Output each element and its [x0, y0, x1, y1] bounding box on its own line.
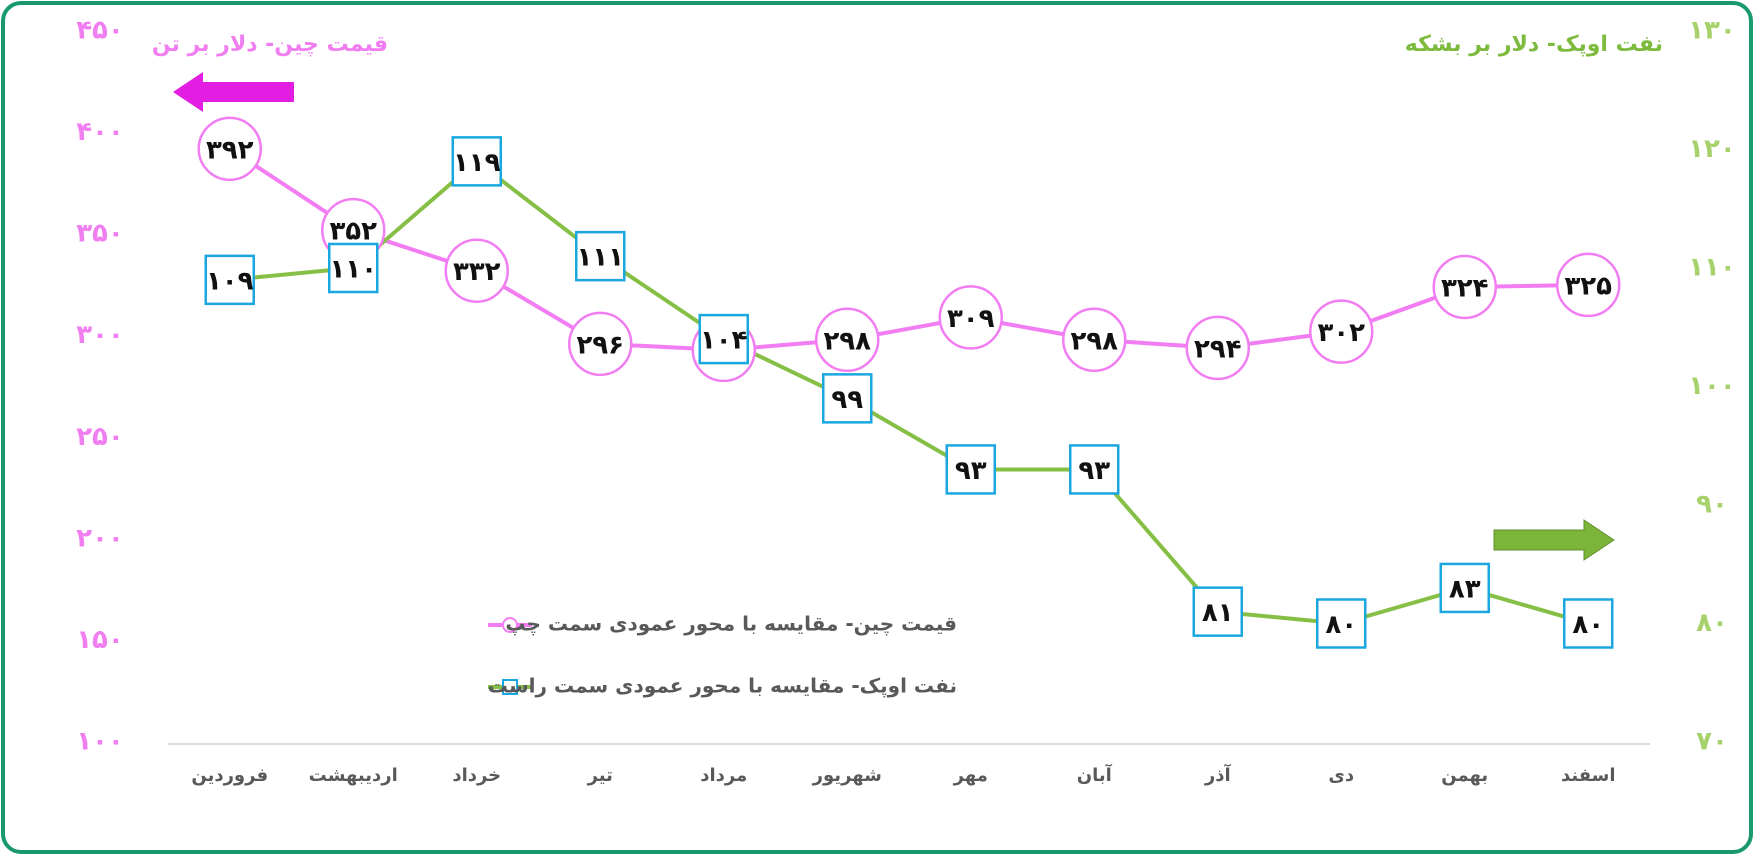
x-tick-label: اسفند — [1561, 765, 1616, 786]
data-label: ۳۲۴ — [1441, 273, 1489, 303]
y-tick-label: ۱۵۰ — [76, 625, 124, 655]
point-marker — [1556, 252, 1621, 318]
point-marker — [1316, 598, 1367, 649]
data-label: ۹۳ — [1078, 456, 1110, 486]
data-label: ۳۰۹ — [947, 304, 995, 334]
x-tick-label: شهریور — [812, 765, 882, 786]
data-label: ۹۳ — [955, 456, 987, 486]
data-label: ۳۵۲ — [329, 217, 377, 247]
data-label: ۲۹۴ — [1194, 334, 1242, 364]
data-label: ۸۳ — [1449, 574, 1481, 604]
legend-marker — [502, 679, 518, 695]
data-label: ۲۹۸ — [1070, 326, 1118, 356]
y-tick-label: ۲۰۰ — [76, 523, 124, 553]
data-label: ۳۲۵ — [1564, 271, 1612, 301]
left-arrow — [173, 72, 294, 112]
y-tick-label: ۴۵۰ — [76, 16, 124, 46]
point-marker — [1062, 307, 1127, 373]
point-marker — [1185, 315, 1250, 381]
legend-label: قیمت چین- مقایسه با محور عمودی سمت چپ — [505, 612, 957, 637]
right-arrow — [1493, 519, 1615, 561]
data-label: ۸۰ — [1325, 610, 1357, 640]
point-marker — [938, 285, 1003, 350]
y2-tick-label: ۱۱۰ — [1688, 253, 1736, 283]
y2-tick-label: ۱۳۰ — [1688, 16, 1736, 46]
y-tick-label: ۴۰۰ — [76, 117, 124, 147]
point-marker — [822, 373, 873, 424]
point-marker — [328, 242, 379, 294]
y2-tick-label: ۱۲۰ — [1688, 134, 1736, 164]
data-label: ۳۰۲ — [1317, 318, 1365, 348]
data-label: ۳۳۲ — [453, 257, 501, 287]
x-tick-label: اردیبهشت — [309, 765, 398, 786]
legend-marker — [502, 617, 518, 633]
y2-tick-label: ۹۰ — [1696, 490, 1728, 520]
x-tick-label: بهمن — [1441, 765, 1488, 786]
y-tick-label: ۳۰۰ — [76, 320, 124, 350]
y2-axis-title: نفت اوپک- دلار بر بشکه — [1405, 32, 1663, 57]
point-marker — [1432, 254, 1497, 320]
point-marker — [698, 313, 749, 365]
x-tick-label: آذر — [1204, 763, 1232, 786]
data-label: ۲۹۸ — [823, 326, 871, 356]
point-marker — [1439, 562, 1490, 614]
point-marker — [451, 136, 502, 187]
point-marker — [1563, 598, 1614, 649]
y-tick-label: ۲۵۰ — [76, 422, 124, 452]
data-label: ۹۹ — [831, 385, 863, 415]
point-marker — [815, 307, 880, 373]
point-marker — [575, 230, 626, 282]
data-label: ۸۰ — [1572, 610, 1604, 640]
data-label: ۸۱ — [1202, 598, 1234, 628]
legend-label: نفت اوپک- مقایسه با محور عمودی سمت راست — [488, 674, 957, 699]
point-marker — [204, 254, 255, 306]
point-marker — [1309, 299, 1374, 364]
x-tick-label: مهر — [953, 765, 988, 786]
markers: ۳۹۲۳۵۲۳۳۲۲۹۶۲۹۳۲۹۸۳۰۹۲۹۸۲۹۴۳۰۲۳۲۴۳۲۵۱۰۹۱… — [197, 116, 1621, 649]
y-tick-label: ۱۰۰ — [76, 727, 124, 757]
data-label: ۱۰۹ — [206, 266, 254, 296]
x-tick-label: تیر — [587, 765, 613, 786]
data-label: ۱۱۹ — [453, 148, 501, 178]
x-tick-label: دی — [1328, 765, 1354, 786]
point-marker — [1192, 586, 1243, 637]
point-marker — [197, 116, 262, 182]
point-marker — [444, 238, 509, 303]
point-marker — [945, 444, 996, 495]
x-tick-label: مرداد — [700, 765, 747, 786]
point-marker — [568, 311, 633, 377]
y-tick-label: ۳۵۰ — [76, 219, 124, 249]
data-label: ۲۹۶ — [576, 330, 624, 360]
x-tick-label: فروردین — [191, 765, 268, 786]
data-label: ۱۰۴ — [700, 326, 748, 356]
y-axis-title: قیمت چین- دلار بر تن — [152, 32, 388, 57]
data-label: ۱۱۱ — [576, 243, 624, 273]
data-label: ۱۱۰ — [329, 255, 377, 285]
y2-tick-label: ۸۰ — [1696, 608, 1728, 638]
y2-tick-label: ۷۰ — [1696, 727, 1728, 757]
x-tick-label: خرداد — [452, 765, 501, 786]
point-marker — [1069, 444, 1120, 495]
data-label: ۳۹۲ — [206, 135, 254, 165]
x-tick-label: آبان — [1077, 763, 1113, 786]
y2-tick-label: ۱۰۰ — [1688, 371, 1736, 401]
